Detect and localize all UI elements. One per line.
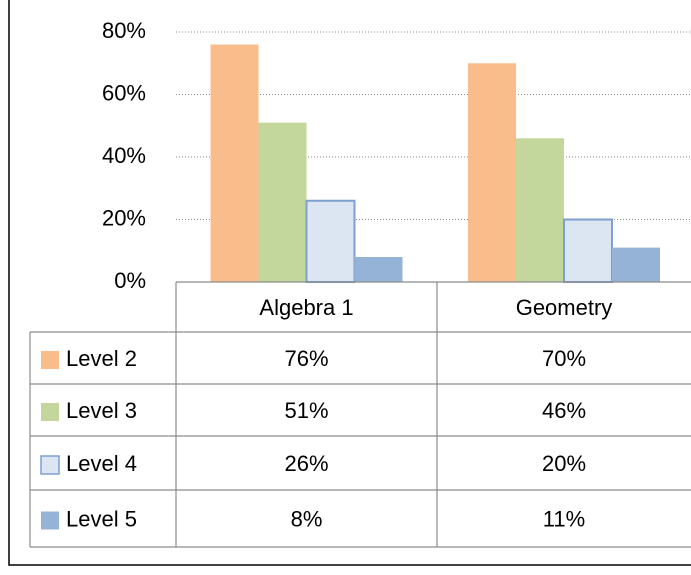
y-tick-label: 40% [102, 143, 146, 168]
data-label: 70% [542, 346, 586, 371]
y-tick-label: 80% [102, 18, 146, 43]
bar [258, 122, 307, 282]
legend-label: Level 5 [66, 506, 137, 531]
legend-swatch [41, 351, 59, 369]
data-label: 26% [284, 451, 328, 476]
y-tick-label: 60% [102, 80, 146, 105]
legend-swatch [41, 403, 59, 421]
bar [210, 44, 259, 282]
data-label: 46% [542, 398, 586, 423]
bar [612, 247, 660, 282]
x-tick-label: Algebra 1 [259, 295, 353, 320]
data-label: 51% [284, 398, 328, 423]
bar [354, 257, 403, 282]
data-label: 76% [284, 346, 328, 371]
legend-swatch [40, 455, 60, 475]
data-label: 11% [543, 506, 585, 531]
data-label: 20% [542, 451, 586, 476]
bar [305, 199, 356, 283]
y-tick-label: 20% [102, 205, 146, 230]
data-label: 8% [291, 506, 323, 531]
legend-label: Level 3 [66, 398, 137, 423]
x-tick-label: Geometry [516, 295, 613, 320]
legend-swatch [41, 511, 59, 530]
frame [8, 0, 691, 566]
legend-label: Level 4 [66, 451, 137, 476]
bar [563, 218, 613, 283]
bar [468, 63, 516, 282]
y-tick-label: 0% [114, 268, 146, 293]
legend-label: Level 2 [66, 346, 137, 371]
bar [516, 138, 564, 282]
